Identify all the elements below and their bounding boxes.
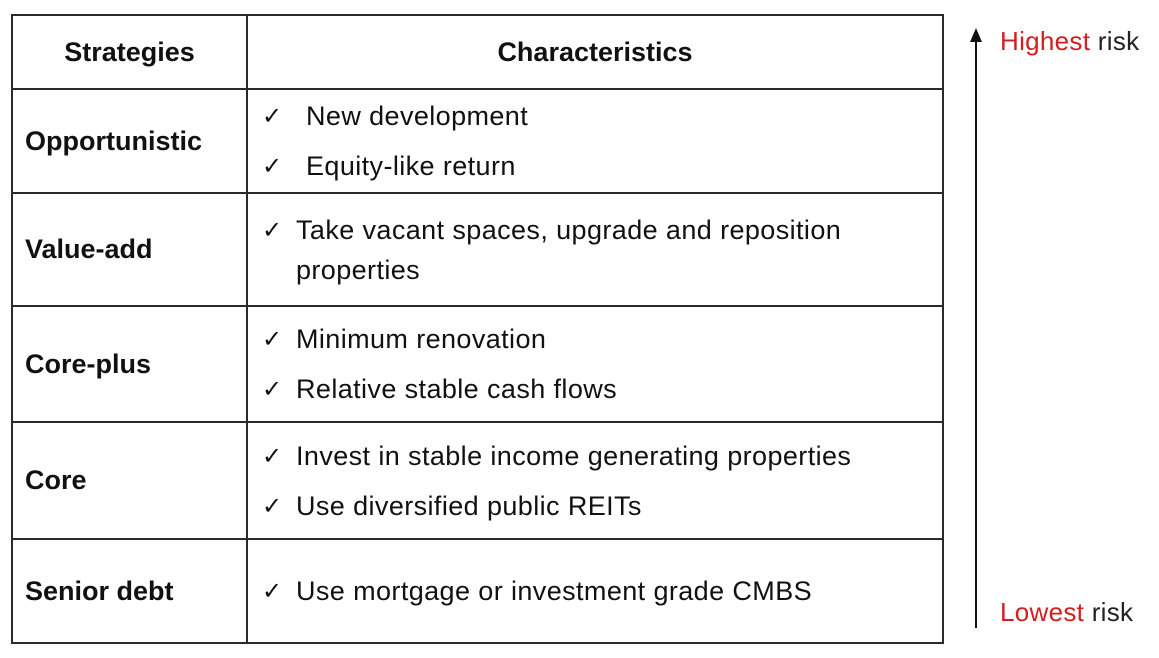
characteristics-cell: ✓ Invest in stable income generating pro… [246, 421, 944, 540]
checkmark-icon: ✓ [262, 375, 283, 403]
check-item: ✓ Minimum renovation [262, 319, 932, 359]
characteristics-cell: ✓ Minimum renovation ✓ Relative stable c… [246, 305, 944, 423]
checkmark-icon: ✓ [262, 577, 283, 605]
check-item: ✓ Relative stable cash flows [262, 369, 932, 409]
table-row: Value-add ✓ Take vacant spaces, upgrade … [11, 192, 944, 307]
characteristic-text: Use diversified public REITs [296, 490, 642, 521]
checkmark-icon: ✓ [262, 152, 283, 180]
header-characteristics: Characteristics [246, 14, 944, 90]
risk-word: risk [1090, 26, 1140, 56]
characteristic-text: Relative stable cash flows [296, 374, 618, 404]
check-item: ✓ Invest in stable income generating pro… [262, 436, 932, 476]
table-row: Opportunistic ✓ New development ✓ Equity… [11, 88, 944, 194]
characteristic-text: New development [306, 101, 529, 131]
characteristic-text: Use mortgage or investment grade CMBS [296, 576, 813, 606]
characteristics-cell: ✓ Take vacant spaces, upgrade and reposi… [246, 192, 944, 307]
check-item: ✓ Use mortgage or investment grade CMBS [262, 571, 932, 611]
checkmark-icon: ✓ [262, 102, 283, 130]
check-item: ✓ Take vacant spaces, upgrade and reposi… [262, 210, 932, 290]
characteristic-text: Invest in stable income generating prope… [296, 440, 852, 471]
characteristic-text: Equity-like return [306, 151, 516, 181]
table-row: Senior debt ✓ Use mortgage or investment… [11, 538, 944, 644]
arrow-up-icon [970, 28, 982, 628]
characteristic-text: Take vacant spaces, upgrade and repositi… [296, 214, 842, 285]
strategy-name: Opportunistic [11, 88, 248, 194]
check-item: ✓ Use diversified public REITs [262, 486, 932, 526]
checkmark-icon: ✓ [262, 325, 283, 353]
highest-risk-label: Highest risk [1000, 26, 1139, 57]
strategy-name: Core-plus [11, 305, 248, 423]
strategy-name: Senior debt [11, 538, 248, 644]
strategy-table: Strategies Characteristics Opportunistic… [11, 14, 944, 644]
table-row: Core-plus ✓ Minimum renovation ✓ Relativ… [11, 305, 944, 423]
table-header-row: Strategies Characteristics [11, 14, 944, 90]
header-strategies: Strategies [11, 14, 248, 90]
check-item: ✓ New development [262, 96, 932, 136]
characteristics-cell: ✓ Use mortgage or investment grade CMBS [246, 538, 944, 644]
characteristic-text: Minimum renovation [296, 324, 547, 354]
highest-word: Highest [1000, 26, 1091, 56]
lowest-word: Lowest [1000, 597, 1085, 627]
table-row: Core ✓ Invest in stable income generatin… [11, 421, 944, 540]
characteristics-cell: ✓ New development ✓ Equity-like return [246, 88, 944, 194]
checkmark-icon: ✓ [262, 491, 283, 520]
checkmark-icon: ✓ [262, 215, 283, 244]
check-item: ✓ Equity-like return [262, 146, 932, 186]
checkmark-icon: ✓ [262, 441, 283, 470]
lowest-risk-label: Lowest risk [1000, 597, 1133, 628]
arrow-head [970, 28, 982, 42]
strategy-name: Core [11, 421, 248, 540]
strategy-name: Value-add [11, 192, 248, 307]
risk-word: risk [1084, 597, 1134, 627]
